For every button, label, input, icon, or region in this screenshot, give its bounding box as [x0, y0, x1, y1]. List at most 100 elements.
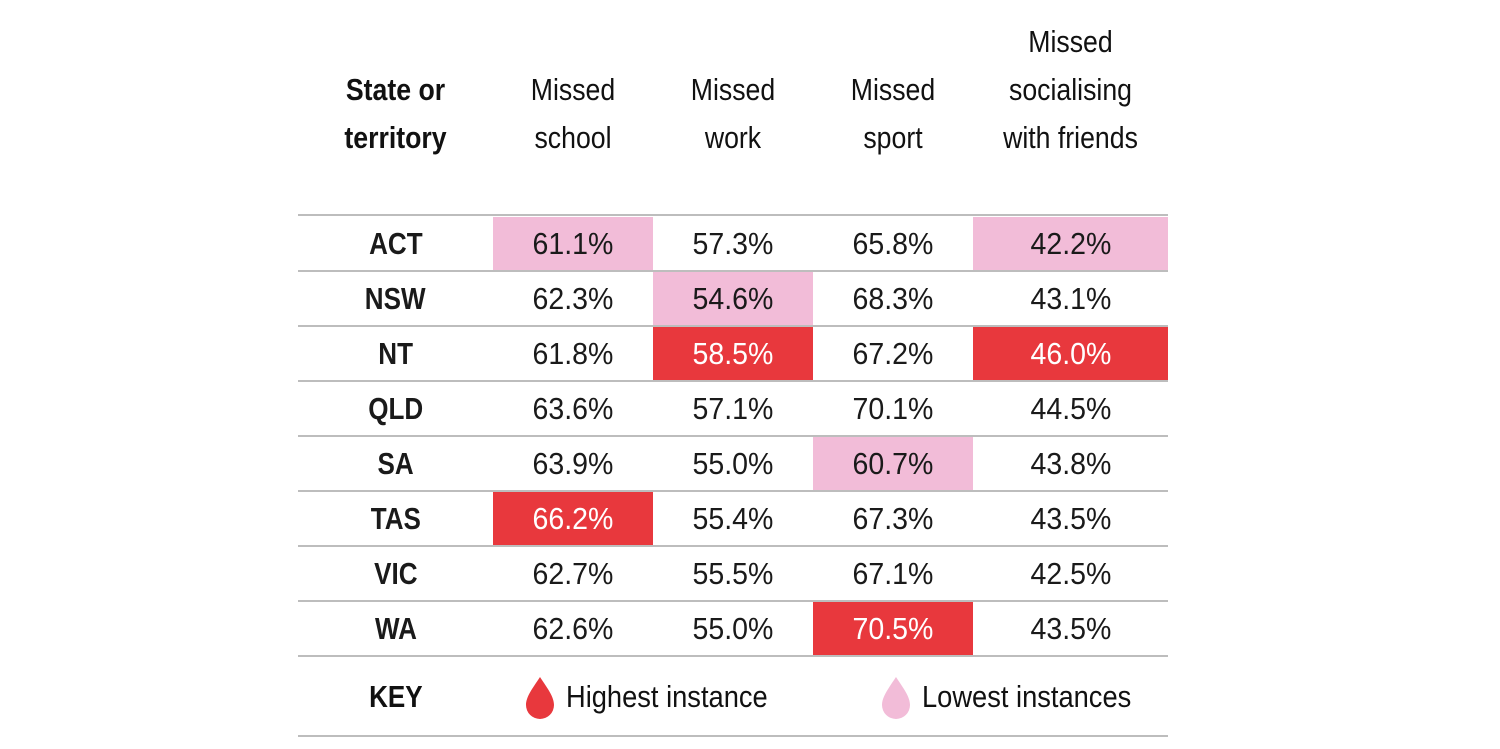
- value-text: 63.9%: [532, 445, 614, 481]
- key-label-text: KEY: [368, 678, 423, 714]
- value-cell: 70.1%: [813, 382, 973, 435]
- value-cell: 62.7%: [493, 547, 653, 600]
- value-text: 68.3%: [852, 280, 934, 316]
- value-text: 55.5%: [692, 555, 774, 591]
- value-text: 70.5%: [852, 610, 934, 646]
- header-line: school: [534, 120, 612, 155]
- row-label: TAS: [298, 492, 493, 545]
- value-cell: 67.2%: [813, 327, 973, 380]
- value-cell: 55.4%: [653, 492, 813, 545]
- row-divider: [298, 325, 1168, 327]
- header-line: Missed: [690, 72, 776, 107]
- value-cell: 57.1%: [653, 382, 813, 435]
- header-state-line: State or: [345, 72, 446, 107]
- key-highest-label: Highest instance: [566, 678, 768, 714]
- header-missed-work: Missed work: [664, 66, 802, 162]
- value-text: 61.1%: [532, 225, 614, 261]
- value-text: 63.6%: [532, 390, 614, 426]
- value-text: 67.3%: [852, 500, 934, 536]
- value-cell-low: 60.7%: [813, 437, 973, 490]
- value-text: 57.3%: [692, 225, 774, 261]
- value-cell: 63.9%: [493, 437, 653, 490]
- value-cell: 43.5%: [973, 602, 1168, 655]
- value-text: 54.6%: [692, 280, 774, 316]
- header-state-line: territory: [344, 120, 447, 155]
- value-text: 67.2%: [852, 335, 934, 371]
- row-divider: [298, 380, 1168, 382]
- value-cell: 63.6%: [493, 382, 653, 435]
- header-line: Missed: [850, 72, 936, 107]
- row-divider: [298, 600, 1168, 602]
- row-label: NSW: [298, 272, 493, 325]
- value-text: 62.7%: [532, 555, 614, 591]
- value-text: 66.2%: [532, 500, 614, 536]
- row-divider: [298, 214, 1168, 216]
- value-text: 62.6%: [532, 610, 614, 646]
- value-text: 43.8%: [1030, 445, 1111, 481]
- value-text: 65.8%: [852, 225, 934, 261]
- value-text: 46.0%: [1030, 335, 1111, 371]
- value-cell-low: 42.2%: [973, 217, 1168, 270]
- value-cell: 42.5%: [973, 547, 1168, 600]
- value-cell: 67.1%: [813, 547, 973, 600]
- row-divider: [298, 735, 1168, 737]
- header-state: State or territory: [312, 66, 480, 162]
- value-cell: 43.5%: [973, 492, 1168, 545]
- row-label: ACT: [298, 217, 493, 270]
- header-missed-sport: Missed sport: [824, 66, 962, 162]
- row-label: SA: [298, 437, 493, 490]
- value-cell-low: 54.6%: [653, 272, 813, 325]
- row-label-text: SA: [377, 445, 414, 481]
- header-line: Missed: [1028, 24, 1113, 59]
- row-label-text: QLD: [368, 390, 423, 426]
- header-missed-school: Missed school: [504, 66, 642, 162]
- value-cell-high: 46.0%: [973, 327, 1168, 380]
- header-line: work: [704, 120, 762, 155]
- value-text: 62.3%: [532, 280, 614, 316]
- drop-icon: [882, 676, 910, 719]
- header-line: sport: [863, 120, 923, 155]
- value-cell-high: 70.5%: [813, 602, 973, 655]
- value-text: 55.4%: [692, 500, 774, 536]
- value-cell: 68.3%: [813, 272, 973, 325]
- key-highest: Highest instance: [524, 660, 795, 733]
- row-label: WA: [298, 602, 493, 655]
- key-lowest-label: Lowest instances: [922, 678, 1132, 714]
- header-missed-socialising: Missed socialising with friends: [987, 16, 1155, 162]
- row-divider: [298, 270, 1168, 272]
- key-row: KEY Highest instance Lowest instances: [298, 660, 1168, 733]
- value-text: 44.5%: [1030, 390, 1111, 426]
- row-label: VIC: [298, 547, 493, 600]
- value-text: 42.2%: [1030, 225, 1111, 261]
- value-text: 70.1%: [852, 390, 934, 426]
- row-label-text: WA: [374, 610, 417, 646]
- row-label-text: NT: [378, 335, 413, 371]
- value-cell: 65.8%: [813, 217, 973, 270]
- value-cell: 55.5%: [653, 547, 813, 600]
- value-text: 43.5%: [1030, 500, 1111, 536]
- value-text: 57.1%: [692, 390, 774, 426]
- row-divider: [298, 545, 1168, 547]
- value-text: 43.1%: [1030, 280, 1111, 316]
- row-label-text: ACT: [368, 225, 423, 261]
- row-divider: [298, 655, 1168, 657]
- value-cell: 55.0%: [653, 437, 813, 490]
- value-cell: 57.3%: [653, 217, 813, 270]
- row-label-text: NSW: [365, 280, 426, 316]
- value-cell: 55.0%: [653, 602, 813, 655]
- row-label: NT: [298, 327, 493, 380]
- value-text: 55.0%: [692, 445, 774, 481]
- row-label: QLD: [298, 382, 493, 435]
- drop-icon: [526, 676, 554, 719]
- value-text: 42.5%: [1030, 555, 1111, 591]
- value-cell: 43.1%: [973, 272, 1168, 325]
- row-label-text: TAS: [370, 500, 421, 536]
- value-text: 55.0%: [692, 610, 774, 646]
- value-cell: 44.5%: [973, 382, 1168, 435]
- state-table: State or territory Missed school Missed …: [298, 0, 1168, 749]
- value-text: 67.1%: [852, 555, 934, 591]
- value-cell: 67.3%: [813, 492, 973, 545]
- value-text: 43.5%: [1030, 610, 1111, 646]
- key-label: KEY: [298, 660, 493, 733]
- value-text: 58.5%: [692, 335, 774, 371]
